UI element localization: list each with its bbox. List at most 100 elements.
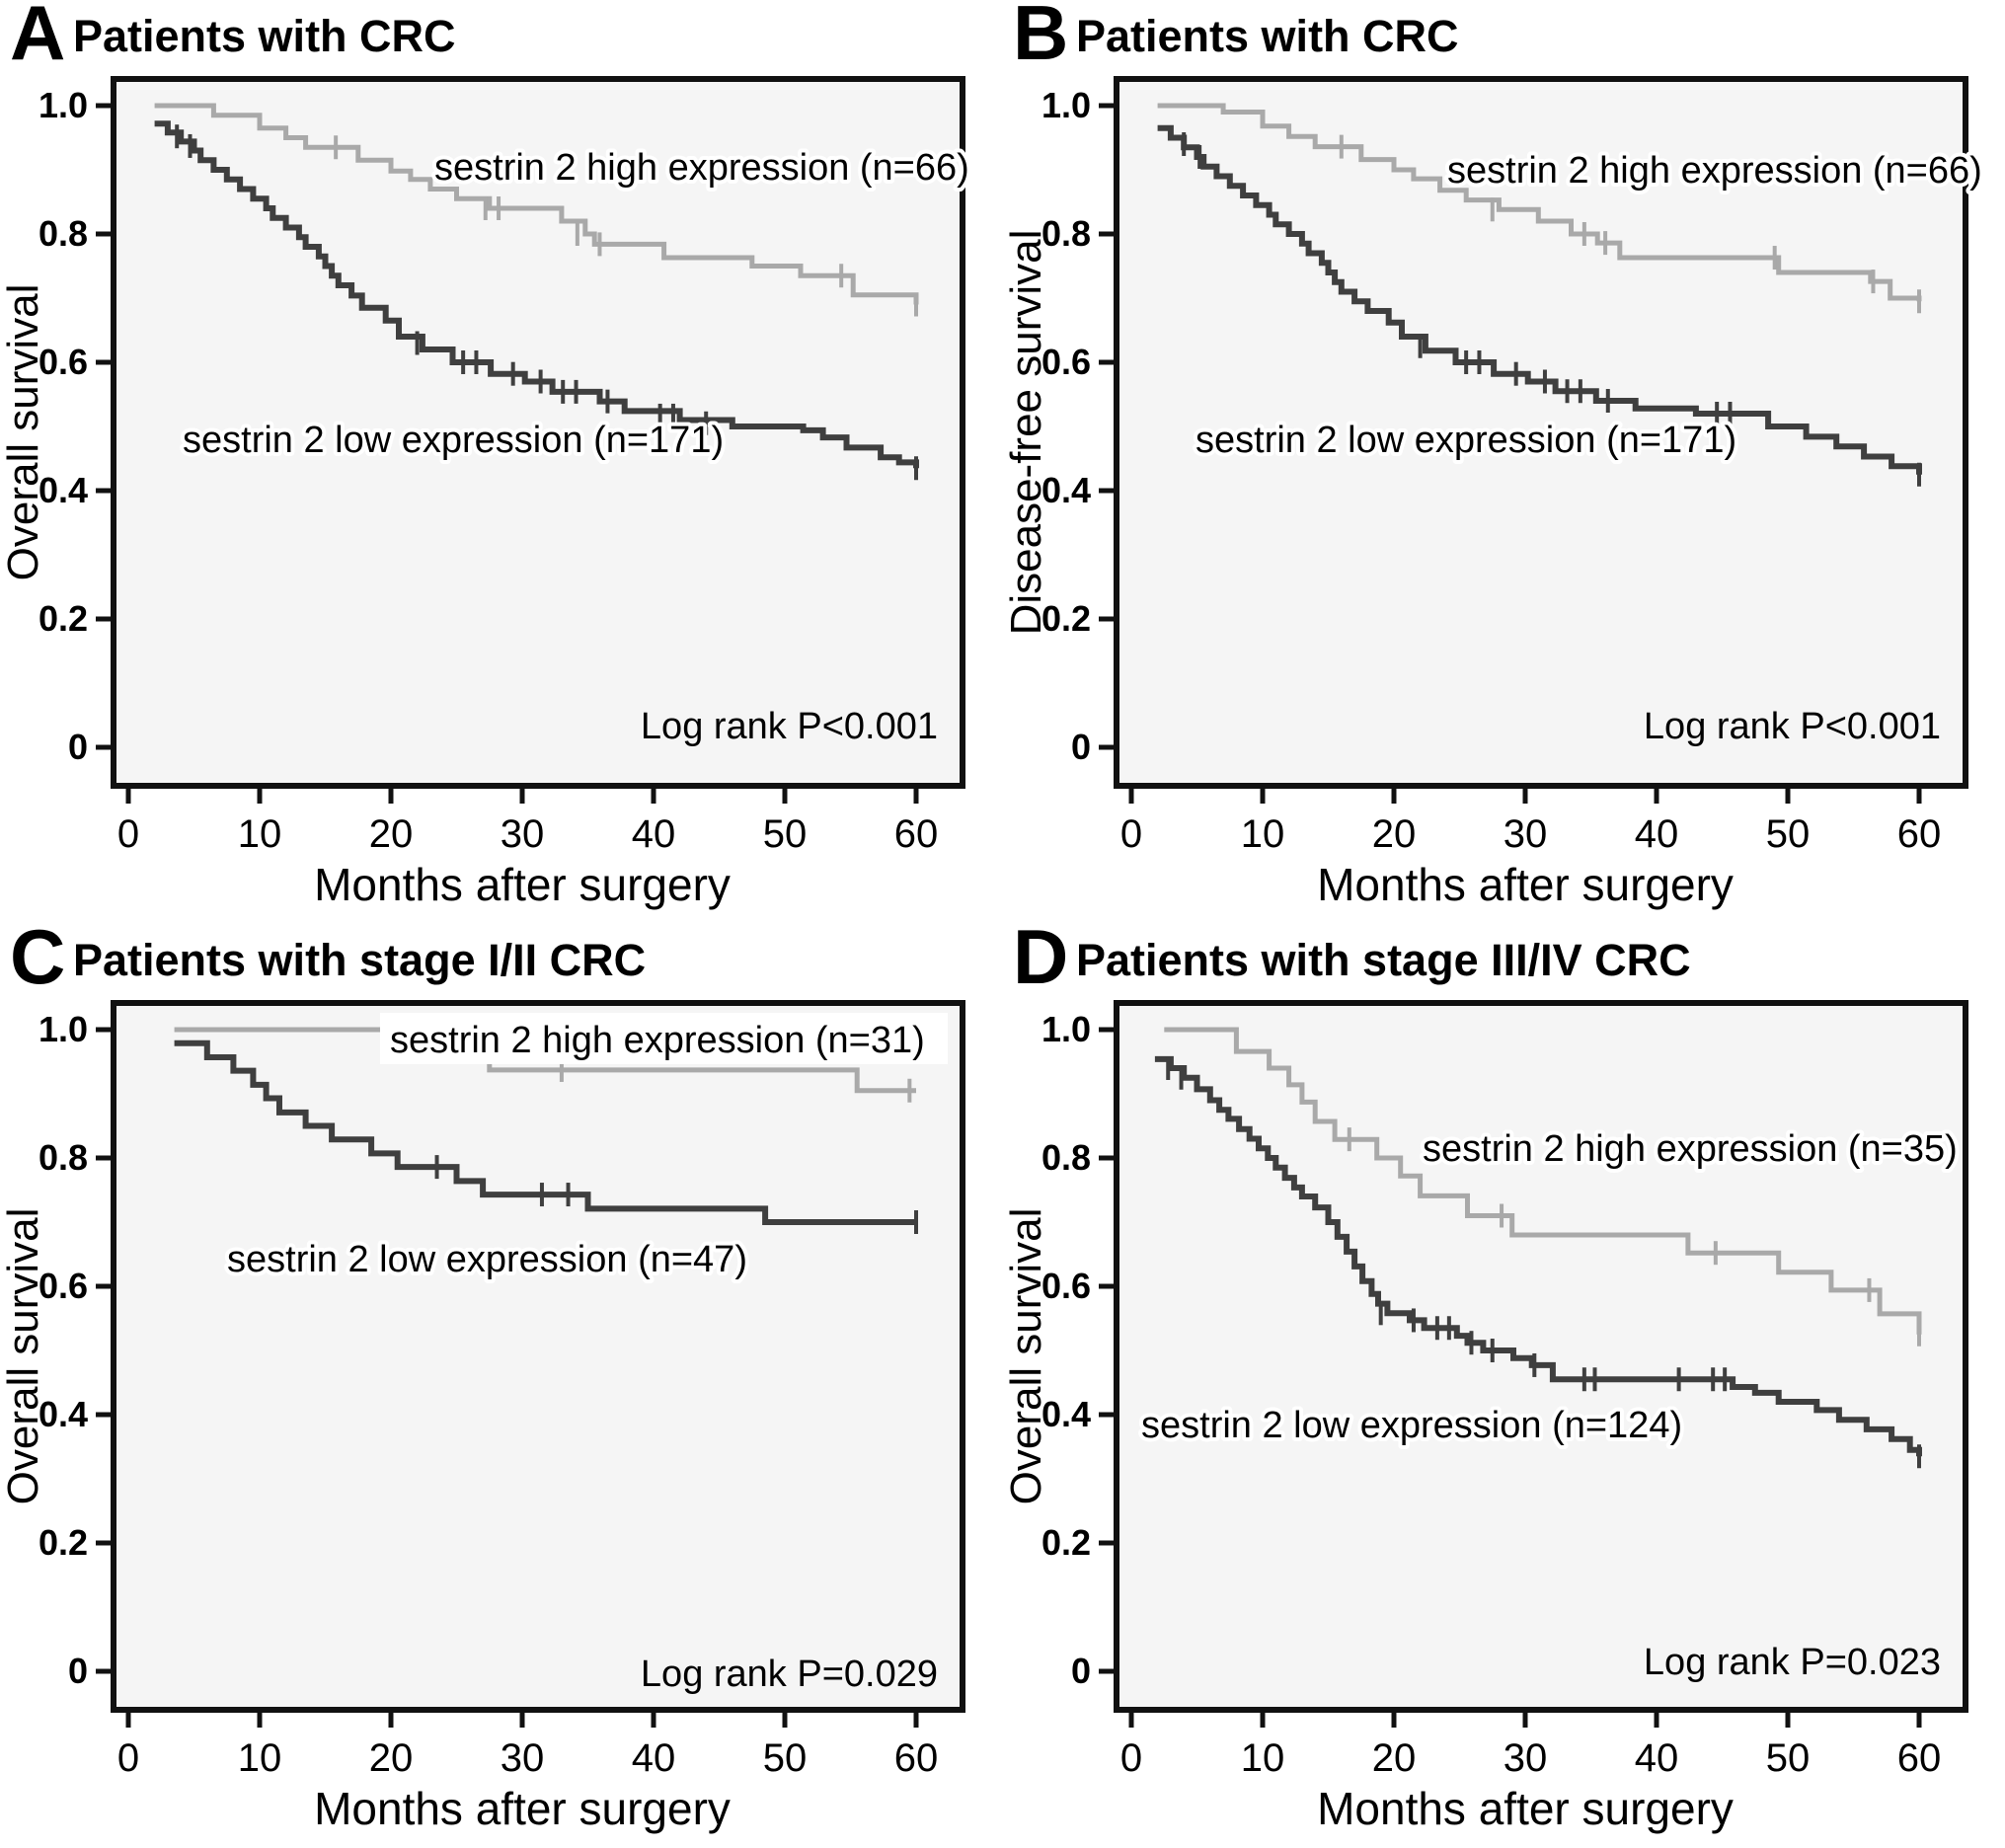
legend-high-label: sestrin 2 high expression (n=31) <box>390 1020 925 1061</box>
x-tick-label: 60 <box>1897 1736 1942 1780</box>
x-tick-label: 20 <box>369 812 414 856</box>
x-tick-label: 0 <box>117 1736 139 1780</box>
panel-b: B Patients with CRC sestrin 2 high expre… <box>1002 0 2005 924</box>
km-curve-high <box>154 103 919 305</box>
censor-ticks-high <box>1347 1127 1921 1347</box>
plot-area <box>1114 1000 1968 1713</box>
legend-bg-high <box>380 1013 948 1064</box>
km-plot-svg: sestrin 2 high expression (n=31) sestrin … <box>0 1000 965 1834</box>
x-axis-title: Months after surgery <box>314 1783 731 1834</box>
y-tick-label: 0.8 <box>39 213 88 254</box>
legend-high-label: sestrin 2 high expression (n=66) <box>434 147 969 189</box>
x-tick-label: 0 <box>117 812 139 856</box>
logrank-annotation: Log rank P=0.023 <box>1644 1642 1941 1683</box>
x-tick-label: 10 <box>1241 812 1285 856</box>
km-curve-high <box>1164 1027 1922 1335</box>
x-axis: 0 10 20 30 40 50 60 <box>117 1710 938 1780</box>
x-tick-label: 10 <box>238 812 282 856</box>
x-tick-label: 40 <box>1635 812 1679 856</box>
km-plot-d: sestrin 2 high expression (n=35) sestrin … <box>1002 924 2005 1848</box>
y-tick-label: 0 <box>1071 727 1091 767</box>
legend-low-label: sestrin 2 low expression (n=124) <box>1141 1405 1682 1446</box>
y-tick-label: 0.8 <box>1041 1137 1091 1178</box>
y-tick-label: 0 <box>1071 1651 1091 1691</box>
y-tick-label: 0.2 <box>39 1522 88 1563</box>
y-tick-label: 0.8 <box>1041 213 1091 254</box>
km-curve-low <box>154 120 919 469</box>
y-tick-label: 0.6 <box>39 342 88 382</box>
panel-c: C Patients with stage I/II CRC sestrin 2… <box>0 918 1002 1848</box>
x-tick-label: 40 <box>632 812 676 856</box>
panel-a: A Patients with CRC sestrin 2 high expre… <box>0 0 1002 924</box>
panel-letter: B <box>1013 0 1069 76</box>
y-tick-label: 0.4 <box>39 1394 88 1434</box>
y-axis: 1.0 0.8 0.6 0.4 0.2 0 <box>39 1009 114 1691</box>
x-tick-label: 30 <box>501 812 545 856</box>
y-tick-label: 0.2 <box>1041 1522 1091 1563</box>
km-curve-low <box>1154 1055 1922 1457</box>
x-tick-label: 20 <box>1372 1736 1417 1780</box>
y-tick-label: 1.0 <box>1041 1009 1091 1049</box>
y-axis-title: Overall survival <box>0 1208 47 1505</box>
y-axis: 1.0 0.8 0.6 0.4 0.2 0 <box>1041 85 1117 767</box>
x-tick-label: 60 <box>1897 812 1942 856</box>
logrank-annotation: Log rank P<0.001 <box>641 706 938 747</box>
x-tick-label: 60 <box>894 812 939 856</box>
km-curve-high <box>1157 103 1922 302</box>
y-tick-label: 0 <box>68 727 88 767</box>
y-tick-label: 0.4 <box>1041 1394 1091 1434</box>
km-curve-low <box>174 1040 916 1225</box>
x-tick-label: 0 <box>1120 1736 1142 1780</box>
panel-letter: C <box>10 913 66 1000</box>
x-tick-label: 30 <box>501 1736 545 1780</box>
legend-low-label: sestrin 2 low expression (n=47) <box>227 1239 747 1280</box>
x-axis-title: Months after surgery <box>1317 1783 1734 1834</box>
x-tick-label: 40 <box>1635 1736 1679 1780</box>
legend-low-label: sestrin 2 low expression (n=171) <box>183 420 724 461</box>
legend-high-label: sestrin 2 high expression (n=35) <box>1423 1128 1958 1170</box>
panel-letter: D <box>1013 913 1069 1000</box>
panel-title: Patients with CRC <box>1076 11 1459 61</box>
x-tick-label: 20 <box>1372 812 1417 856</box>
legend-low-label: sestrin 2 low expression (n=171) <box>1195 420 1736 461</box>
y-tick-label: 0.2 <box>1041 598 1091 639</box>
x-axis-title: Months after surgery <box>314 859 731 910</box>
y-tick-label: 0.6 <box>39 1266 88 1306</box>
km-plot-svg: sestrin 2 high expression (n=66) sestrin … <box>1002 76 1986 910</box>
logrank-annotation: Log rank P<0.001 <box>1644 706 1941 747</box>
x-tick-label: 10 <box>1241 1736 1285 1780</box>
panel-title: Patients with CRC <box>73 11 456 61</box>
y-axis: 1.0 0.8 0.6 0.4 0.2 0 <box>39 85 114 767</box>
y-tick-label: 0.6 <box>1041 342 1091 382</box>
y-tick-label: 0 <box>68 1651 88 1691</box>
x-tick-label: 50 <box>1766 812 1811 856</box>
km-plot-svg: sestrin 2 high expression (n=35) sestrin … <box>1002 1000 1968 1834</box>
x-tick-label: 50 <box>763 1736 808 1780</box>
x-axis: 0 10 20 30 40 50 60 <box>117 786 938 856</box>
y-tick-label: 0.2 <box>39 598 88 639</box>
legend-high-label: sestrin 2 high expression (n=66) <box>1447 150 1982 192</box>
km-curve-low <box>1157 124 1922 475</box>
x-tick-label: 0 <box>1120 812 1142 856</box>
x-tick-label: 50 <box>1766 1736 1811 1780</box>
plot-area <box>111 1000 965 1713</box>
km-plot-b: sestrin 2 high expression (n=66) sestrin … <box>1002 0 2005 924</box>
km-plot-svg: sestrin 2 high expression (n=66) sestrin … <box>0 76 973 910</box>
km-plot-c: sestrin 2 high expression (n=31) sestrin … <box>0 924 1002 1848</box>
y-tick-label: 0.8 <box>39 1137 88 1178</box>
y-tick-label: 1.0 <box>39 85 88 125</box>
logrank-annotation: Log rank P=0.029 <box>641 1654 938 1695</box>
y-axis-title: Disease-free survival <box>1003 230 1050 636</box>
panel-letter: A <box>10 0 66 76</box>
censor-ticks-low <box>1166 1056 1921 1469</box>
censor-ticks-high <box>1339 134 1921 314</box>
y-tick-label: 1.0 <box>39 1009 88 1049</box>
y-axis: 1.0 0.8 0.6 0.4 0.2 0 <box>1041 1009 1117 1691</box>
censor-ticks-low <box>1182 132 1921 487</box>
x-tick-label: 10 <box>238 1736 282 1780</box>
x-tick-label: 60 <box>894 1736 939 1780</box>
y-tick-label: 0.4 <box>39 470 88 510</box>
x-axis: 0 10 20 30 40 50 60 <box>1120 1710 1941 1780</box>
panel-title: Patients with stage III/IV CRC <box>1076 935 1691 985</box>
censor-ticks-high <box>334 135 918 317</box>
